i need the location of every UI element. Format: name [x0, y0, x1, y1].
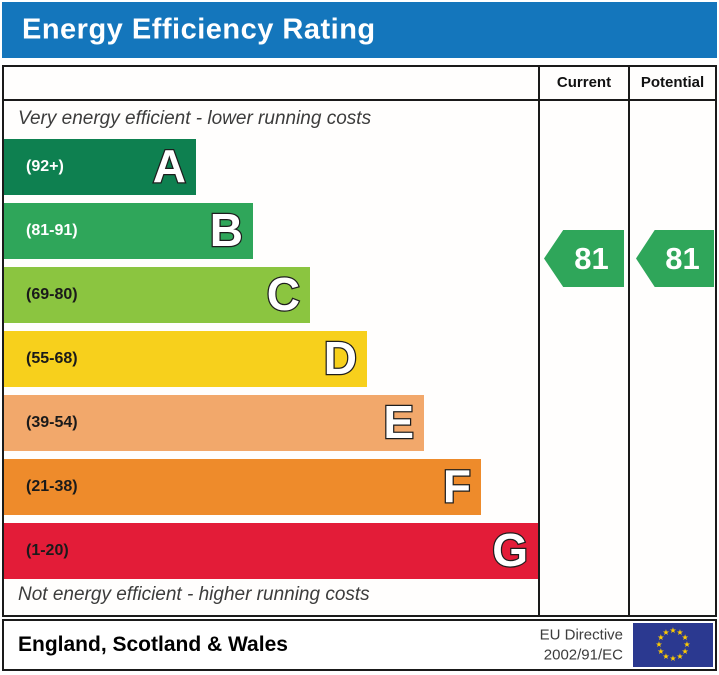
region-label: England, Scotland & Wales — [18, 633, 288, 656]
current-rating-value: 81 — [574, 240, 609, 276]
band-c-range-label: (69-80) — [26, 286, 78, 303]
band-c-bar: (69-80) C — [4, 267, 310, 323]
band-a-letter: A — [152, 140, 188, 193]
band-f-range-label: (21-38) — [26, 478, 78, 495]
band-g-bar: (1-20) G — [4, 523, 538, 579]
caption-very-efficient: Very energy efficient - lower running co… — [18, 108, 372, 129]
page-title: Energy Efficiency Rating — [22, 13, 376, 46]
caption-not-efficient: Not energy efficient - higher running co… — [18, 584, 370, 605]
band-d-bar: (55-68) D — [4, 331, 367, 387]
potential-column-divider — [628, 67, 630, 615]
eu-directive-line2: 2002/91/EC — [543, 646, 623, 663]
band-a-bar: (92+) A — [4, 139, 196, 195]
header-separator — [4, 99, 715, 101]
band-d-range-label: (55-68) — [26, 350, 78, 367]
band-e-bar: (39-54) E — [4, 395, 424, 451]
potential-rating-value: 81 — [665, 240, 700, 276]
band-c-letter: C — [266, 268, 302, 321]
footer-bar: England, Scotland & Wales EU Directive 2… — [2, 619, 717, 671]
band-b-bar: (81-91) B — [4, 203, 253, 259]
band-e-range-label: (39-54) — [26, 414, 78, 431]
band-f-letter: F — [442, 460, 473, 513]
rating-table: Current Potential Very energy efficient … — [2, 65, 717, 617]
band-e-letter: E — [382, 396, 415, 449]
band-b-range-label: (81-91) — [26, 222, 78, 239]
current-column-header: Current — [556, 74, 612, 91]
band-b-letter: B — [209, 204, 245, 257]
potential-rating-arrow-icon: 81 — [636, 230, 714, 287]
potential-column-header: Potential — [640, 74, 705, 91]
eu-directive-line1: EU Directive — [539, 626, 623, 644]
current-rating-arrow-icon: 81 — [544, 230, 624, 287]
band-g-letter: G — [491, 524, 529, 577]
eu-directive-label: EU Directive 2002/91/EC — [540, 626, 623, 665]
current-column-divider — [538, 67, 540, 615]
band-d-letter: D — [323, 332, 359, 385]
title-bar: Energy Efficiency Rating — [2, 2, 717, 58]
band-a-range-label: (92+) — [26, 158, 64, 175]
eu-flag-icon: ★ ★ ★ ★ ★ ★ ★ ★ ★ ★ ★ ★ — [633, 623, 713, 667]
band-g-range-label: (1-20) — [26, 542, 69, 559]
band-f-bar: (21-38) F — [4, 459, 481, 515]
